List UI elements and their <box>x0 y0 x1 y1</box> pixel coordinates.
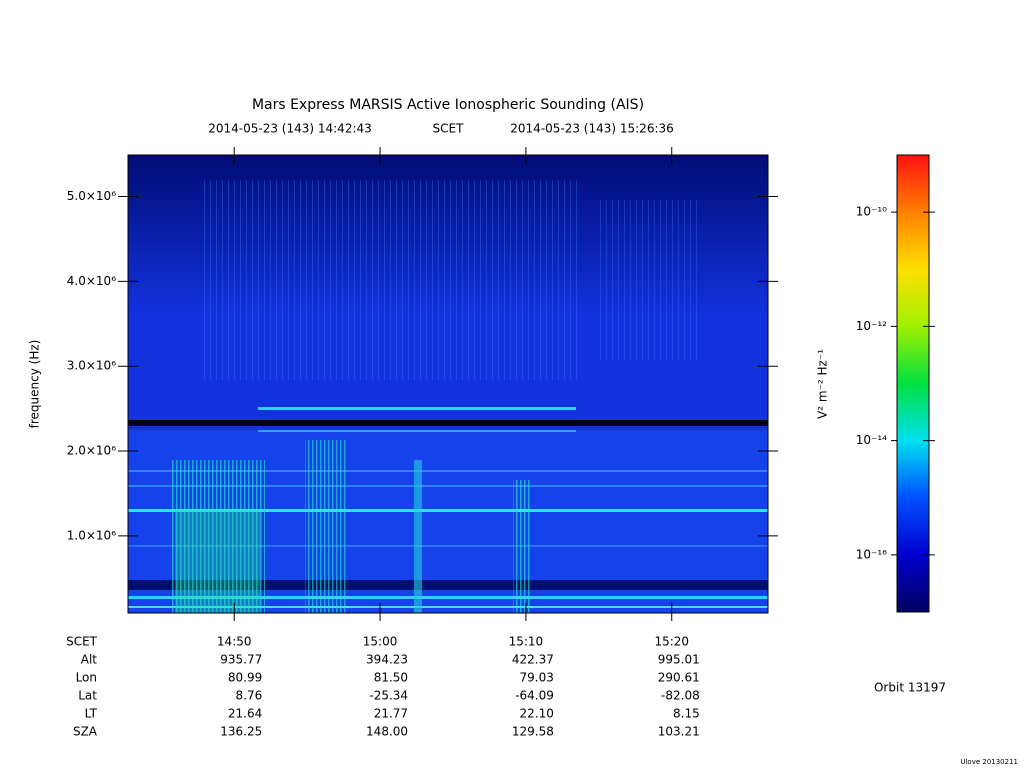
footer: Ulove 20130211 <box>960 758 1018 766</box>
ephemeris-value: -82.08 <box>661 689 700 703</box>
colorbar-tick-label: 10⁻¹⁴ <box>856 433 887 447</box>
colorbar-tick-label: 10⁻¹⁰ <box>856 205 887 219</box>
x-tick-label: 15:20 <box>654 635 689 649</box>
ephemeris-value: -64.09 <box>515 689 554 703</box>
ephemeris-value: 79.03 <box>520 671 554 685</box>
x-tick-label: 15:00 <box>363 635 398 649</box>
subtitle-end: 2014-05-23 (143) 15:26:36 <box>510 122 674 136</box>
chart-title: Mars Express MARSIS Active Ionospheric S… <box>252 97 644 113</box>
ephemeris-value: 21.64 <box>228 707 262 721</box>
orbit-label: Orbit 13197 <box>874 681 946 695</box>
ephemeris-label: LT <box>85 707 98 721</box>
colorbar-label: V² m⁻² Hz⁻¹ <box>816 349 830 419</box>
y-tick-label: 4.0×10⁶ <box>67 274 116 288</box>
colorbar-tick-label: 10⁻¹⁶ <box>856 547 887 561</box>
subtitle-start: 2014-05-23 (143) 14:42:43 <box>208 122 372 136</box>
ephemeris-value: 148.00 <box>366 725 408 739</box>
ephemeris-value: 22.10 <box>520 707 554 721</box>
plot-frame <box>127 154 769 614</box>
ephemeris-value: 136.25 <box>220 725 262 739</box>
ephemeris-value: 995.01 <box>658 653 700 667</box>
y-tick-label: 3.0×10⁶ <box>67 359 116 373</box>
y-axis-label: frequency (Hz) <box>28 340 42 429</box>
ephemeris-label: Lat <box>78 689 97 703</box>
ephemeris-value: 422.37 <box>512 653 554 667</box>
ephemeris-value: 290.61 <box>658 671 700 685</box>
x-tick-label: 14:50 <box>217 635 252 649</box>
ephemeris-label: Alt <box>81 653 98 667</box>
ephemeris-value: 8.76 <box>236 689 263 703</box>
y-tick-label: 5.0×10⁶ <box>67 189 116 203</box>
ephemeris-value: 21.77 <box>374 707 408 721</box>
ephemeris-value: 394.23 <box>366 653 408 667</box>
spectrogram-image <box>128 155 768 613</box>
y-tick-label: 2.0×10⁶ <box>67 444 116 458</box>
ephemeris-value: 81.50 <box>374 671 408 685</box>
ephemeris-value: 8.15 <box>673 707 700 721</box>
colorbar-frame <box>896 154 930 613</box>
ephemeris-value: 80.99 <box>228 671 262 685</box>
ephemeris-value: 103.21 <box>658 725 700 739</box>
colorbar-tick-label: 10⁻¹² <box>856 319 887 333</box>
ephemeris-label: Lon <box>76 671 97 685</box>
ephemeris-value: -25.34 <box>369 689 408 703</box>
ephemeris-value: 129.58 <box>512 725 554 739</box>
x-tick-label: 15:10 <box>509 635 544 649</box>
ephemeris-header: SCET <box>66 635 98 649</box>
colorbar <box>897 155 929 612</box>
subtitle-mid: SCET <box>433 122 465 136</box>
ephemeris-value: 935.77 <box>220 653 262 667</box>
ephemeris-label: SZA <box>73 725 98 739</box>
y-tick-label: 1.0×10⁶ <box>67 528 116 542</box>
